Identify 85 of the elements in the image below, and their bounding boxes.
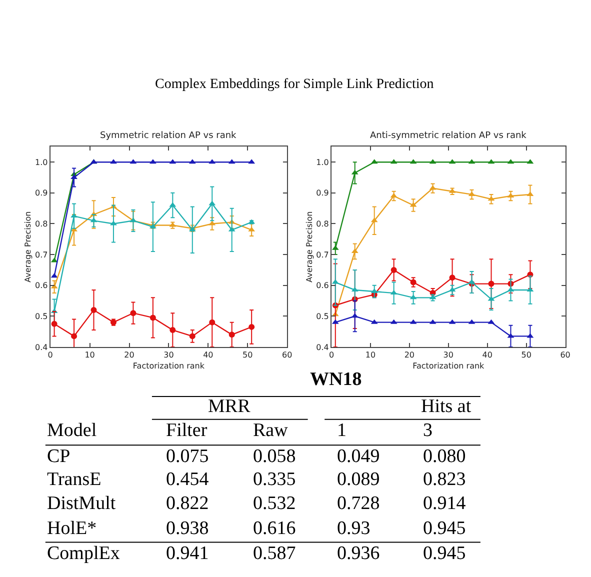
x-axis-title: Factorization rank: [132, 362, 205, 371]
y-tick-label: 0.4: [35, 342, 48, 352]
y-tick-label: 0.9: [35, 188, 48, 198]
y-tick-label: 0.7: [316, 250, 329, 260]
x-tick-label: 20: [124, 350, 134, 360]
point: [51, 320, 58, 327]
x-tick-label: 40: [203, 350, 214, 360]
text: 0.823: [423, 469, 466, 490]
x-tick-label: 10: [84, 350, 95, 360]
point: [449, 274, 456, 281]
point: [228, 332, 235, 338]
point: [130, 310, 136, 316]
point: [248, 324, 255, 330]
y-tick-label: 0.5: [35, 312, 48, 321]
text: Hits at: [421, 396, 472, 417]
y-axis-title: Average Precision: [24, 211, 33, 282]
point: [209, 319, 216, 326]
text: DistMult: [47, 493, 116, 514]
point: [90, 306, 97, 313]
x-tick-label: 50: [242, 350, 253, 360]
x-tick-label: 10: [365, 350, 376, 360]
point: [150, 314, 156, 321]
text: MRR: [208, 396, 251, 417]
text: 0.089: [337, 469, 380, 490]
text: HolE*: [47, 518, 97, 539]
point: [110, 159, 117, 164]
text: 0.822: [166, 493, 209, 514]
y-tick-label: 0.6: [316, 281, 329, 290]
x-tick-label: 30: [443, 350, 454, 360]
y-tick-label: 0.6: [35, 281, 48, 290]
y-axis-title: Average Precision: [304, 211, 314, 282]
text: TransE: [47, 469, 102, 490]
x-tick-label: 20: [404, 350, 415, 360]
text: 3: [423, 420, 432, 441]
point: [70, 213, 78, 218]
x-tick-label: 30: [164, 350, 174, 360]
text: 0.945: [423, 518, 466, 539]
y-tick-label: 0.8: [35, 220, 48, 229]
text: 0.454: [166, 469, 210, 490]
text: 0.941: [166, 543, 209, 564]
y-tick-label: 0.5: [316, 312, 329, 321]
x-tick-label: 40: [482, 350, 492, 360]
y-tick-label: 1.0: [35, 158, 48, 167]
y-tick-label: 0.7: [35, 250, 48, 260]
text: 0.335: [253, 469, 296, 490]
text: 0.532: [253, 493, 296, 514]
text: WN18: [310, 369, 362, 390]
point: [390, 266, 397, 273]
y-tick-label: 0.9: [316, 188, 329, 198]
text: 0.616: [253, 518, 296, 539]
point: [71, 333, 78, 340]
text: 0.587: [253, 543, 296, 564]
text: Complex Embeddings for Simple Link Prediction: [155, 77, 434, 92]
point: [488, 280, 494, 287]
text: ComplEx: [47, 543, 120, 564]
x-tick-label: 0: [48, 350, 53, 360]
x-tick-label: 60: [560, 350, 570, 360]
y-tick-label: 1.0: [316, 158, 329, 167]
chart-title: Symmetric relation AP vs rank: [100, 131, 238, 141]
point: [189, 333, 196, 340]
text: 0.945: [423, 543, 466, 564]
text: 0.075: [166, 446, 209, 467]
text: CP: [47, 446, 70, 467]
chart-title: Anti-symmetric relation AP vs rank: [370, 131, 528, 141]
text: 0.93: [337, 518, 370, 539]
x-axis-title: Factorization rank: [412, 362, 485, 371]
text: Filter: [166, 420, 208, 441]
x-tick-label: 50: [521, 350, 532, 360]
point: [70, 174, 78, 180]
text: 0.058: [253, 446, 296, 467]
text: Raw: [253, 420, 288, 441]
text: 0.914: [423, 493, 466, 514]
point: [170, 327, 176, 334]
text: 0.938: [166, 518, 209, 539]
text: 0.080: [423, 446, 466, 467]
y-tick-label: 0.4: [316, 342, 329, 352]
text: 0.049: [337, 446, 380, 467]
point: [110, 220, 117, 226]
x-tick-label: 60: [282, 350, 292, 360]
text: Model: [47, 420, 97, 441]
text: 0.936: [337, 543, 380, 564]
x-tick-label: 0: [328, 350, 334, 360]
text: 1: [337, 420, 346, 441]
text: 0.728: [337, 493, 380, 514]
y-tick-label: 0.8: [316, 220, 329, 229]
